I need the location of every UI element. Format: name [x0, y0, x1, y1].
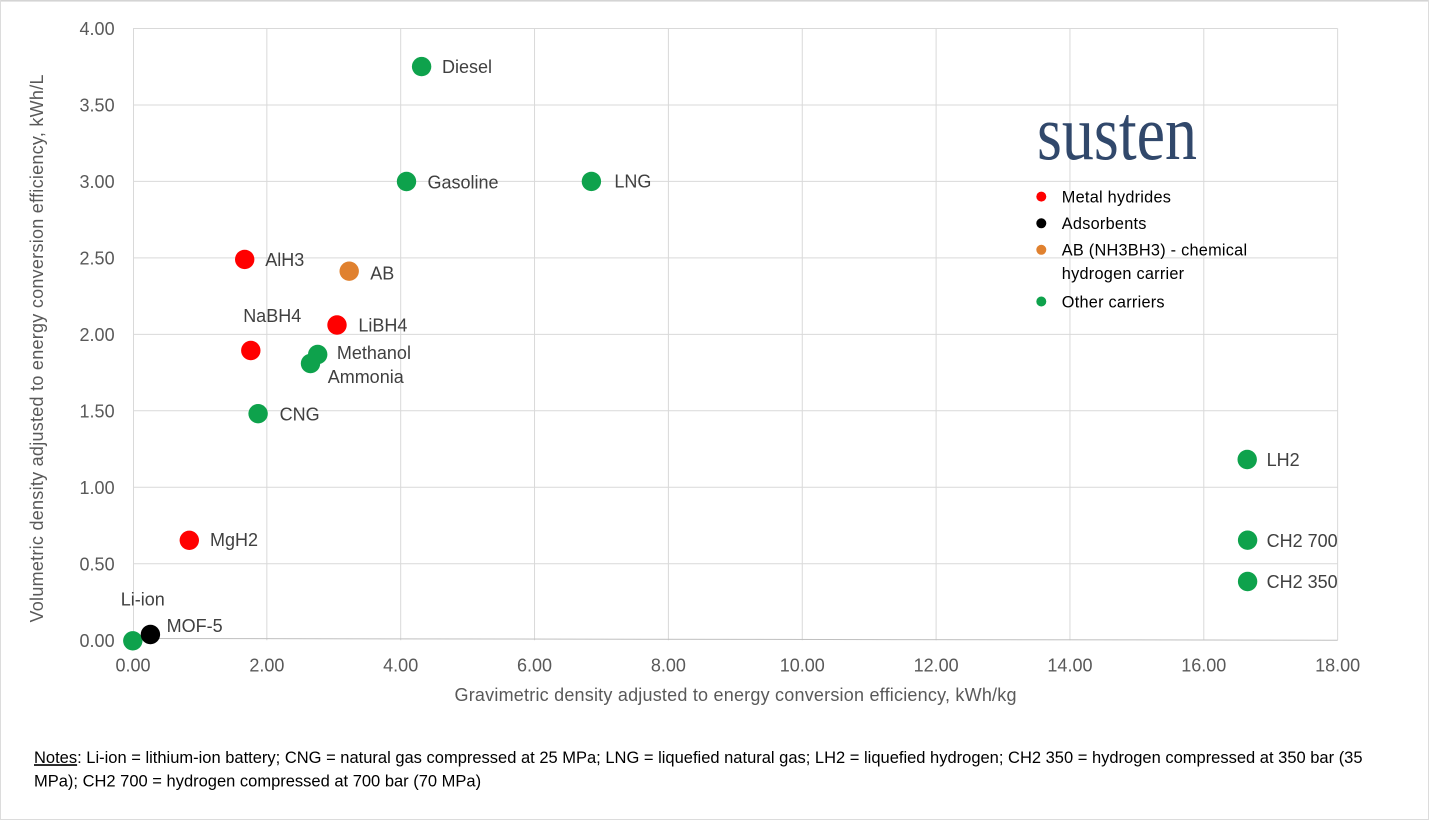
svg-text:14.00: 14.00 — [1047, 656, 1092, 676]
svg-text:CNG: CNG — [280, 404, 320, 424]
svg-text:Li-ion: Li-ion — [121, 590, 165, 610]
svg-text:18.00: 18.00 — [1315, 656, 1360, 676]
svg-text:hydrogen carrier: hydrogen carrier — [1062, 265, 1185, 283]
svg-text:16.00: 16.00 — [1181, 656, 1226, 676]
svg-text:2.00: 2.00 — [249, 656, 284, 676]
svg-text:1.50: 1.50 — [80, 401, 115, 421]
svg-text:4.00: 4.00 — [80, 19, 115, 39]
svg-text:MOF-5: MOF-5 — [167, 616, 223, 636]
svg-text:LNG: LNG — [614, 172, 651, 192]
svg-text:2.50: 2.50 — [80, 248, 115, 268]
svg-text:AB (NH3BH3) - chemical: AB (NH3BH3) - chemical — [1062, 242, 1248, 260]
svg-text:LiBH4: LiBH4 — [358, 316, 407, 336]
svg-text:4.00: 4.00 — [383, 656, 418, 676]
svg-text:Metal hydrides: Metal hydrides — [1062, 188, 1171, 206]
svg-text:LH2: LH2 — [1267, 450, 1300, 470]
svg-text:Other carriers: Other carriers — [1062, 293, 1165, 311]
svg-text:10.00: 10.00 — [780, 656, 825, 676]
svg-text:6.00: 6.00 — [517, 656, 552, 676]
svg-text:Volumetric density adjusted to: Volumetric density adjusted to energy co… — [27, 75, 47, 623]
svg-text:Notes: Li-ion = lithium-ion ba: Notes: Li-ion = lithium-ion battery; CNG… — [34, 749, 1363, 767]
svg-text:Methanol: Methanol — [337, 343, 411, 363]
svg-text:AB: AB — [370, 264, 394, 284]
svg-text:Diesel: Diesel — [442, 57, 492, 77]
svg-text:AlH3: AlH3 — [265, 250, 304, 270]
svg-text:0.50: 0.50 — [80, 554, 115, 574]
svg-text:0.00: 0.00 — [115, 656, 150, 676]
svg-text:Ammonia: Ammonia — [328, 367, 405, 387]
svg-text:CH2 700: CH2 700 — [1267, 531, 1338, 551]
svg-text:2.00: 2.00 — [80, 325, 115, 345]
svg-text:12.00: 12.00 — [914, 656, 959, 676]
svg-text:susten: susten — [1037, 89, 1197, 176]
svg-text:8.00: 8.00 — [651, 656, 686, 676]
svg-text:1.00: 1.00 — [80, 478, 115, 498]
svg-text:3.50: 3.50 — [80, 96, 115, 116]
svg-text:MPa); CH2 700 = hydrogen compr: MPa); CH2 700 = hydrogen compressed at 7… — [34, 773, 481, 791]
svg-text:0.00: 0.00 — [80, 631, 115, 651]
svg-text:NaBH4: NaBH4 — [243, 306, 301, 326]
svg-text:CH2 350: CH2 350 — [1267, 572, 1338, 592]
svg-text:Gasoline: Gasoline — [428, 172, 499, 192]
svg-text:MgH2: MgH2 — [210, 530, 258, 550]
svg-text:Gravimetric density adjusted t: Gravimetric density adjusted to energy c… — [455, 685, 1017, 705]
svg-text:Adsorbents: Adsorbents — [1062, 215, 1147, 233]
svg-text:3.00: 3.00 — [80, 172, 115, 192]
